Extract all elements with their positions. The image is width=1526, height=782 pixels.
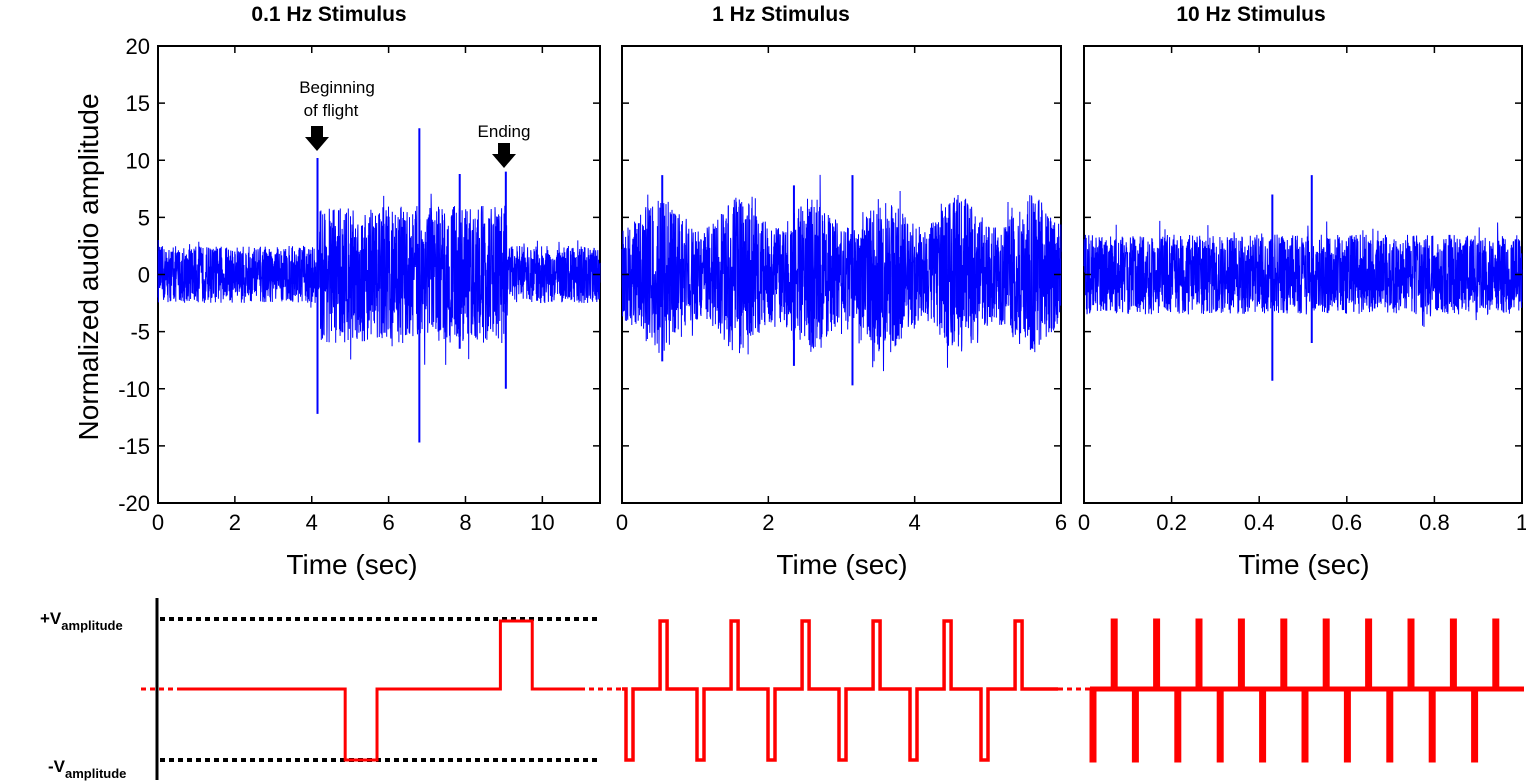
arrow-down-icon: [492, 143, 516, 168]
annotation-beginning-line2: of flight: [304, 101, 359, 120]
x-tick-label: 0: [152, 510, 164, 535]
x-tick-label: 4: [909, 510, 921, 535]
y-tick-label: 20: [126, 34, 150, 59]
plus-amplitude-sub: amplitude: [61, 618, 122, 633]
panel3-plot: 0 0.2 0.4 0.6 0.8 1: [1078, 45, 1526, 535]
audio-signal-line: [1083, 220, 1523, 327]
y-tick-label: -5: [130, 320, 150, 345]
x-tick-label: 8: [459, 510, 471, 535]
panel3-title: 10 Hz Stimulus: [1176, 3, 1325, 26]
y-tick-label: 15: [126, 91, 150, 116]
y-tick-label: 5: [138, 205, 150, 230]
x-tick-label: 1: [1516, 510, 1526, 535]
panel2-x-axis-label: Time (sec): [776, 549, 907, 580]
panel1-x-axis-label: Time (sec): [286, 549, 417, 580]
plus-amplitude-main: +V: [40, 609, 62, 628]
annotations: Beginning of flight Ending: [299, 78, 530, 168]
panel1-title: 0.1 Hz Stimulus: [251, 3, 406, 26]
stimulus-diagram: +Vamplitude -Vamplitude: [40, 598, 1524, 781]
x-tick-label: 10: [530, 510, 554, 535]
y-tick-label: -10: [118, 377, 150, 402]
x-tick-label: 2: [229, 510, 241, 535]
annotation-ending: Ending: [478, 122, 531, 141]
stimulus-waveform-10hz: [1089, 618, 1524, 763]
panel1-plot: 0 2 4 6 8 10 20 15 10 5 0 -5 -10 -15 -20: [118, 34, 601, 535]
audio-signal-line: [157, 193, 601, 365]
arrow-down-icon: [305, 126, 329, 151]
x-tick-label: 0.6: [1332, 510, 1363, 535]
panel2-plot: 0 2 4 6: [616, 45, 1067, 535]
y-tick-label: -20: [118, 491, 150, 516]
y-tick-label: 0: [138, 263, 150, 288]
x-tick-label: 0.8: [1419, 510, 1450, 535]
x-tick-label: 4: [306, 510, 318, 535]
panel2-title: 1 Hz Stimulus: [712, 3, 850, 26]
annotation-beginning-line1: Beginning: [299, 78, 375, 97]
panel3-x-axis-label: Time (sec): [1238, 549, 1369, 580]
audio-signal-line: [621, 174, 1062, 372]
y-axis-label: Normalized audio amplitude: [73, 93, 104, 440]
x-tick-label: 6: [1055, 510, 1067, 535]
minus-amplitude-main: -V: [48, 757, 66, 776]
minus-amplitude-sub: amplitude: [65, 766, 126, 781]
x-tick-label: 2: [762, 510, 774, 535]
stimulus-waveform-0.1hz: [182, 619, 580, 762]
y-tick-label: -15: [118, 434, 150, 459]
x-tick-label: 0: [1078, 510, 1090, 535]
x-tick-label: 0: [616, 510, 628, 535]
stimulus-waveform-1hz: [622, 619, 1058, 762]
y-tick-label: 10: [126, 148, 150, 173]
x-tick-label: 0.2: [1156, 510, 1187, 535]
x-tick-label: 0.4: [1244, 510, 1275, 535]
stimulus-waveforms: [141, 618, 1524, 763]
plus-amplitude-label: +Vamplitude: [40, 609, 123, 633]
minus-amplitude-label: -Vamplitude: [48, 757, 126, 781]
x-tick-label: 6: [382, 510, 394, 535]
